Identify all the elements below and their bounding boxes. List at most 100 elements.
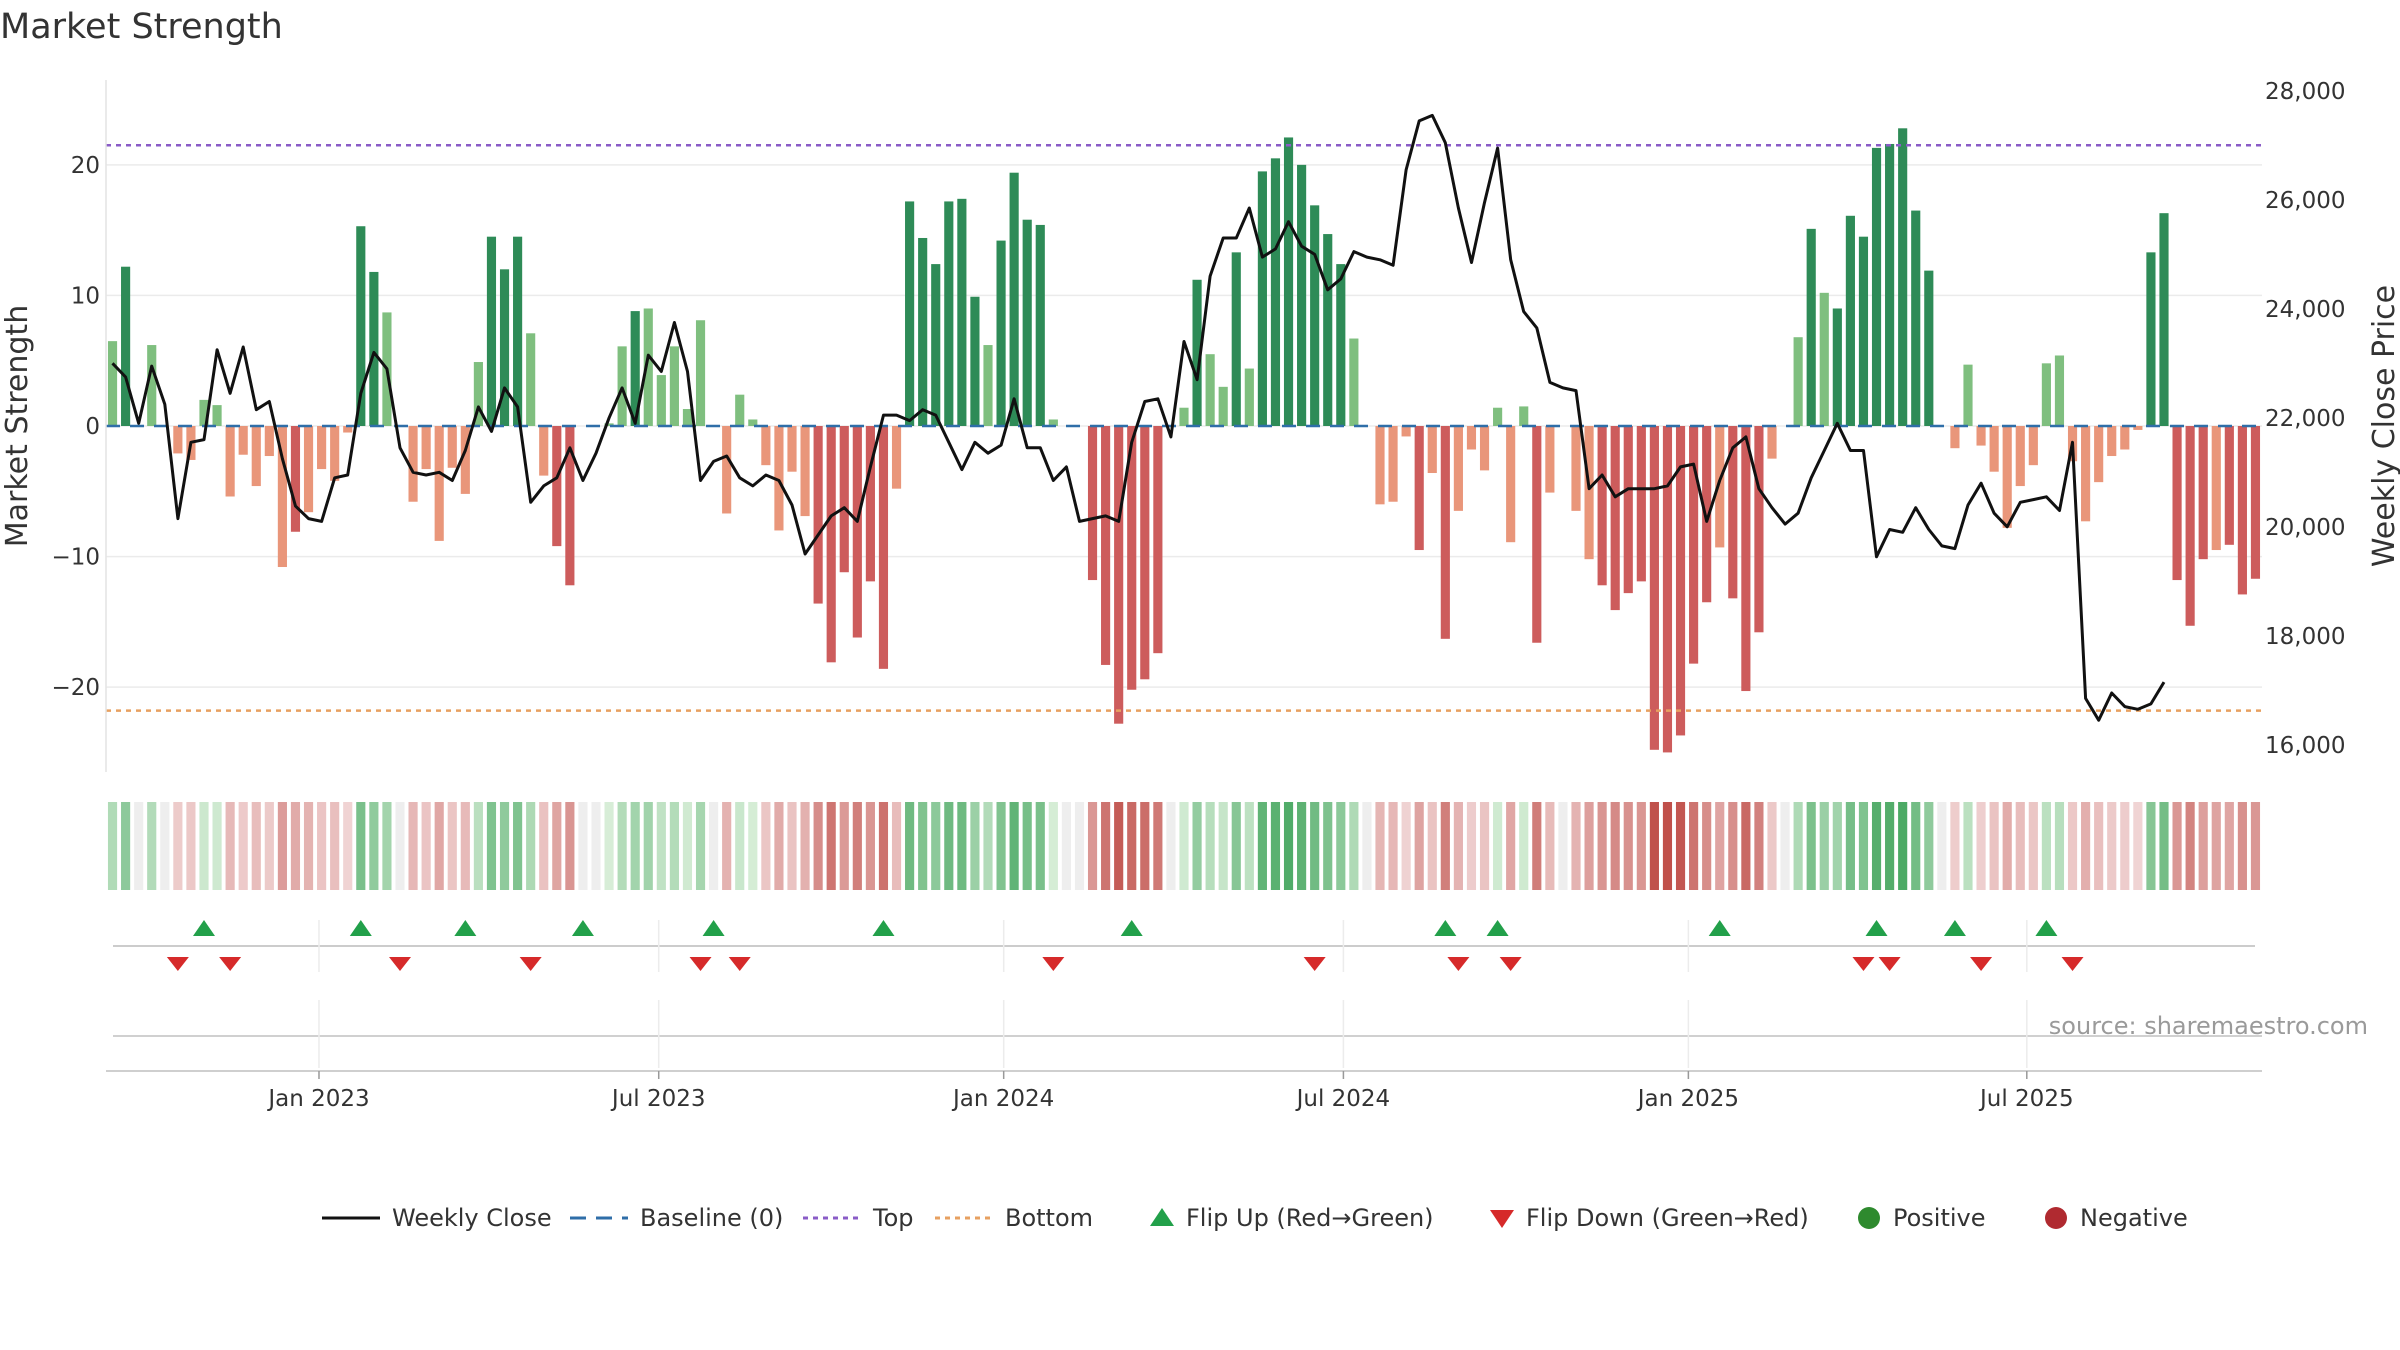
heat-cell — [539, 802, 549, 890]
legend-label: Positive — [1893, 1204, 1986, 1232]
legend-item: Baseline (0) — [570, 1204, 783, 1232]
heat-cell — [983, 802, 993, 890]
strength-bar — [2224, 426, 2234, 545]
heat-cell — [1741, 802, 1751, 890]
heat-cell — [748, 802, 758, 890]
heat-cell — [1101, 802, 1111, 890]
strength-bar — [1571, 426, 1581, 511]
strength-bar — [1911, 210, 1921, 426]
strength-bar — [1231, 252, 1241, 426]
heat-cell — [173, 802, 183, 890]
strength-bar — [1453, 426, 1463, 511]
heat-cell — [160, 802, 170, 890]
strength-bar — [1845, 215, 1855, 426]
legend-swatch-circle — [1858, 1207, 1880, 1229]
strength-bar — [2146, 252, 2156, 426]
heat-cell — [382, 802, 392, 890]
heat-cell — [473, 802, 483, 890]
strength-bar — [865, 426, 875, 582]
flip-up-marker — [1708, 920, 1731, 936]
flip-up-marker — [872, 920, 895, 936]
heat-cell — [722, 802, 732, 890]
heat-cell — [1571, 802, 1581, 890]
heat-cell — [121, 802, 131, 890]
heat-cell — [499, 802, 510, 890]
heat-cell — [1924, 802, 1934, 890]
flip-up-marker — [193, 920, 215, 936]
flip-down-marker — [1447, 957, 1470, 971]
heat-cell — [212, 802, 222, 890]
left-tick-label: −10 — [51, 545, 100, 571]
flip-down-marker — [1852, 957, 1875, 971]
heat-cell — [408, 802, 418, 890]
heat-cell — [1349, 802, 1359, 890]
flip-down-marker — [1970, 957, 1993, 971]
legend-label: Flip Down (Green→Red) — [1526, 1204, 1809, 1232]
strength-bar — [1741, 426, 1751, 692]
strength-bar — [1532, 426, 1542, 643]
strength-bar — [1427, 426, 1437, 474]
heat-cell — [1009, 802, 1019, 890]
heat-cell — [290, 802, 301, 890]
strength-bar — [735, 394, 745, 426]
strength-bar — [526, 333, 536, 426]
strength-bar — [787, 426, 797, 472]
right-tick-label: 22,000 — [2265, 406, 2345, 432]
strength-bar — [199, 399, 209, 426]
strength-bar — [2237, 426, 2247, 595]
heat-cell — [1297, 802, 1307, 890]
strength-bar — [630, 311, 640, 426]
strength-bar — [1976, 426, 1986, 446]
heat-cell — [905, 802, 915, 890]
strength-bar — [1179, 407, 1189, 426]
heat-cell — [1532, 802, 1542, 890]
heat-cell — [839, 802, 849, 890]
heat-cell — [735, 802, 745, 890]
heat-cell — [2159, 802, 2169, 890]
strength-bar — [996, 240, 1006, 426]
strength-bar — [369, 271, 379, 426]
strength-bar — [1806, 228, 1816, 426]
strength-bar — [2081, 426, 2091, 522]
strength-bar — [238, 426, 248, 455]
strength-bar — [1336, 264, 1346, 426]
strength-bar — [1689, 426, 1699, 664]
heat-cell — [460, 802, 470, 890]
empty-bottom-panel — [106, 1035, 2262, 1072]
heat-cell — [147, 802, 157, 890]
strength-bar — [2041, 363, 2051, 426]
heat-cell — [970, 802, 980, 890]
heat-cell — [1401, 802, 1411, 890]
strength-bar — [303, 426, 314, 513]
strength-bar — [826, 426, 836, 663]
heat-cell — [1728, 802, 1738, 890]
heat-cell — [630, 802, 640, 890]
heat-cell — [1793, 802, 1803, 890]
heat-cell — [225, 802, 235, 890]
heat-cell — [1074, 802, 1085, 890]
legend-label: Flip Up (Red→Green) — [1186, 1204, 1434, 1232]
heat-cell — [199, 802, 209, 890]
heat-cell — [1858, 802, 1869, 890]
flip-up-marker — [1486, 920, 1509, 936]
heat-cell — [1519, 802, 1529, 890]
heat-cell — [1780, 802, 1790, 890]
heat-cell — [1270, 802, 1281, 890]
heat-cell — [1649, 802, 1659, 890]
strength-bar — [2198, 426, 2208, 560]
strength-bar — [1519, 406, 1529, 426]
heat-cell — [1702, 802, 1712, 890]
heat-cell — [996, 802, 1006, 890]
strength-bar — [852, 426, 862, 638]
legend-item: Bottom — [935, 1204, 1093, 1232]
strength-bar — [1401, 426, 1411, 437]
legend-item: Weekly Close — [322, 1204, 552, 1232]
heat-cell — [591, 802, 601, 890]
heat-cell — [1087, 802, 1098, 890]
flip-down-marker — [519, 957, 542, 971]
strength-bar — [1349, 338, 1359, 426]
heat-cell — [1584, 802, 1594, 890]
strength-bar — [1035, 224, 1045, 426]
heat-cell — [1336, 802, 1346, 890]
strength-bar — [656, 375, 666, 426]
